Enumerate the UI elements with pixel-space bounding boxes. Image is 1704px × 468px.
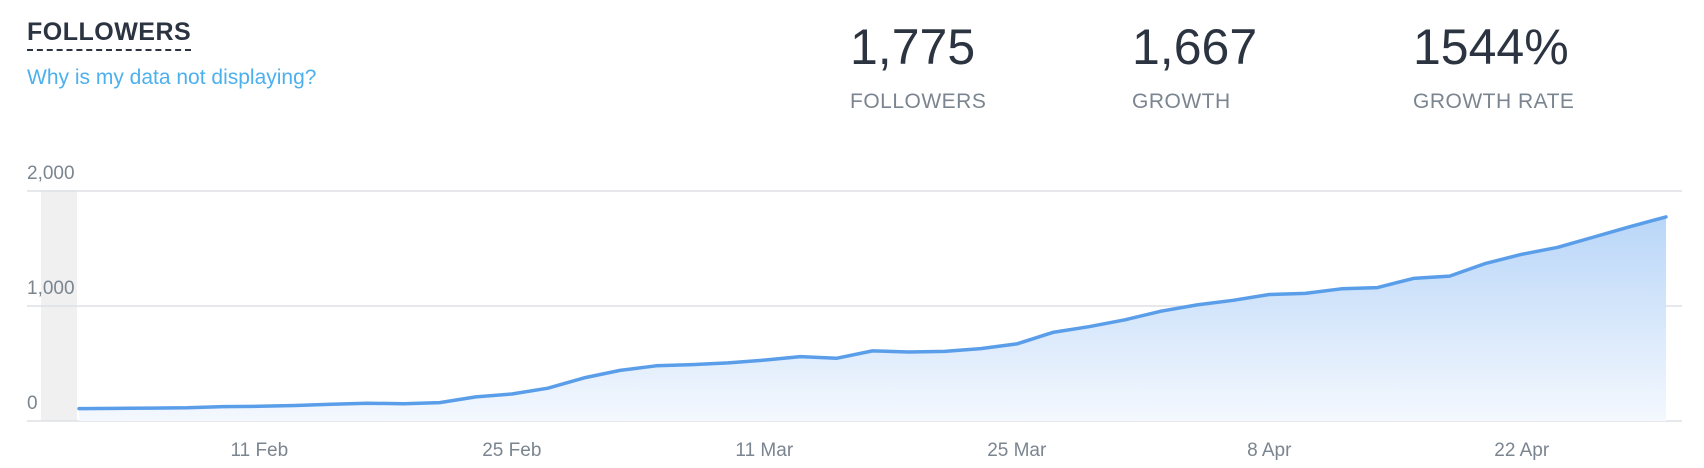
area: [79, 216, 1666, 421]
x-tick-label: 22 Apr: [1494, 440, 1550, 461]
x-tick-label: 8 Apr: [1247, 440, 1292, 461]
y-tick-label: 1,000: [27, 278, 75, 299]
stat-label: GROWTH RATE: [1413, 90, 1575, 113]
stat-label: FOLLOWERS: [850, 90, 987, 113]
stat: 1544% GROWTH RATE: [1413, 18, 1574, 114]
line: [77, 215, 1668, 411]
stat-value: 1,667: [1132, 19, 1258, 75]
y-tick-label: 2,000: [27, 163, 75, 184]
stat: 1,775 FOLLOWERS: [850, 18, 986, 114]
help-link[interactable]: Why is my data not displaying?: [27, 66, 317, 89]
stat: 1,667 GROWTH: [1132, 18, 1257, 114]
x-tick-label: 25 Mar: [987, 440, 1047, 461]
x-tick-label: 11 Feb: [230, 440, 288, 461]
y-tick-label: 0: [27, 393, 38, 414]
stat-value: 1,775: [850, 19, 976, 75]
stat-label: GROWTH: [1132, 90, 1231, 113]
x-tick-label: 11 Mar: [735, 440, 793, 461]
section-title: FOLLOWERS: [27, 18, 192, 51]
x-tick-label: 25 Feb: [482, 440, 541, 461]
stat-value: 1544%: [1413, 19, 1569, 75]
